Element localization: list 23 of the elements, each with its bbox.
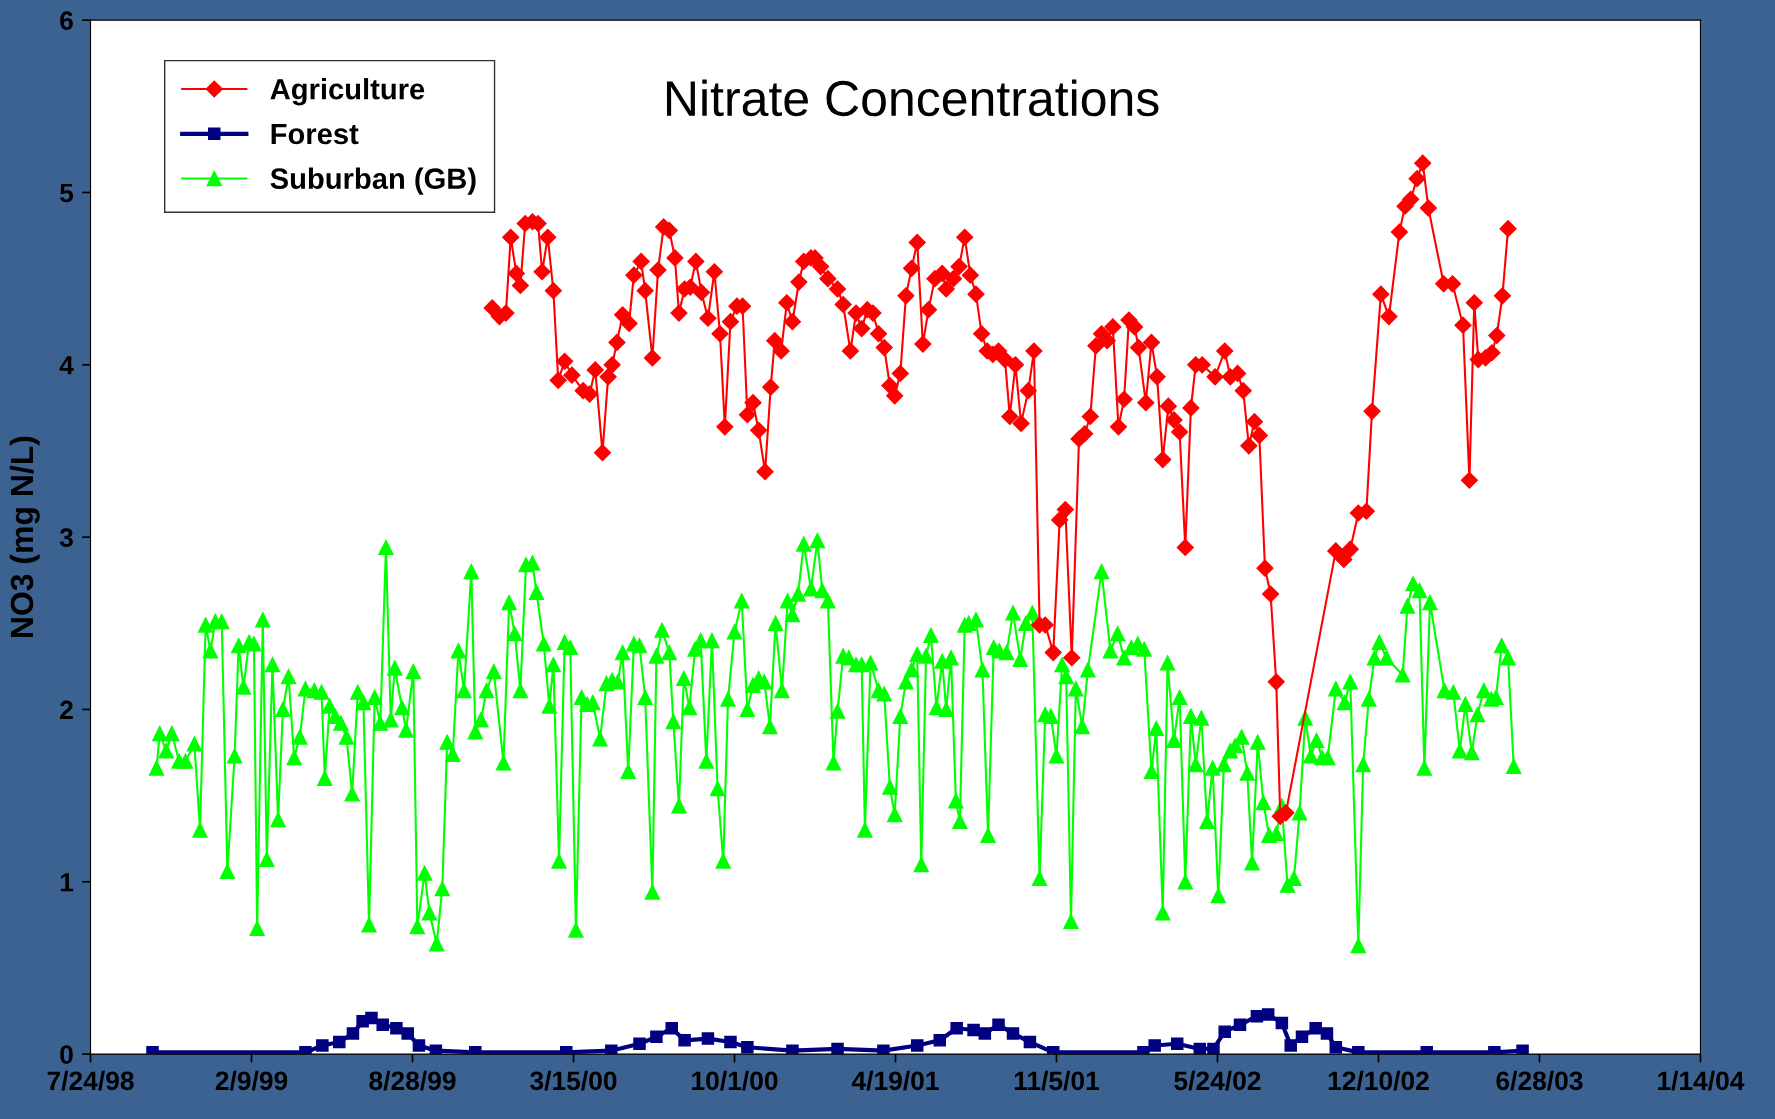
x-tick-label: 10/1/00 [692, 1070, 778, 1091]
x-tick-label: 4/19/01 [851, 1070, 939, 1091]
legend-label: Forest [271, 123, 359, 145]
x-tick-label: 6/28/03 [1496, 1070, 1583, 1091]
legend-label: Agriculture [270, 78, 425, 106]
x-tick-label: 8/28/99 [369, 1070, 456, 1091]
y-tick-label: 5 [60, 183, 74, 203]
legend-label: Suburban (GB) [270, 167, 476, 195]
x-tick-label: 12/10/02 [1328, 1070, 1429, 1091]
x-tick-label: 2/9/99 [215, 1070, 288, 1091]
y-axis-title: NO3 (mg N/L) [9, 436, 40, 638]
y-tick-label: 0 [60, 1045, 73, 1064]
x-tick-label: 3/15/00 [530, 1070, 617, 1091]
y-tick-label: 4 [59, 356, 74, 375]
x-tick-label: 1/14/04 [1658, 1070, 1745, 1091]
y-tick-label: 3 [59, 528, 73, 547]
x-tick-label: 11/5/01 [1014, 1070, 1100, 1091]
x-tick-label: 7/24/98 [47, 1070, 134, 1091]
y-tick-label: 1 [60, 873, 74, 892]
y-tick-label: 2 [60, 700, 73, 720]
x-tick-label: 5/24/02 [1174, 1070, 1261, 1091]
text: Nitrate Concentrations [666, 79, 1159, 117]
y-tick-label: 6 [60, 11, 73, 30]
